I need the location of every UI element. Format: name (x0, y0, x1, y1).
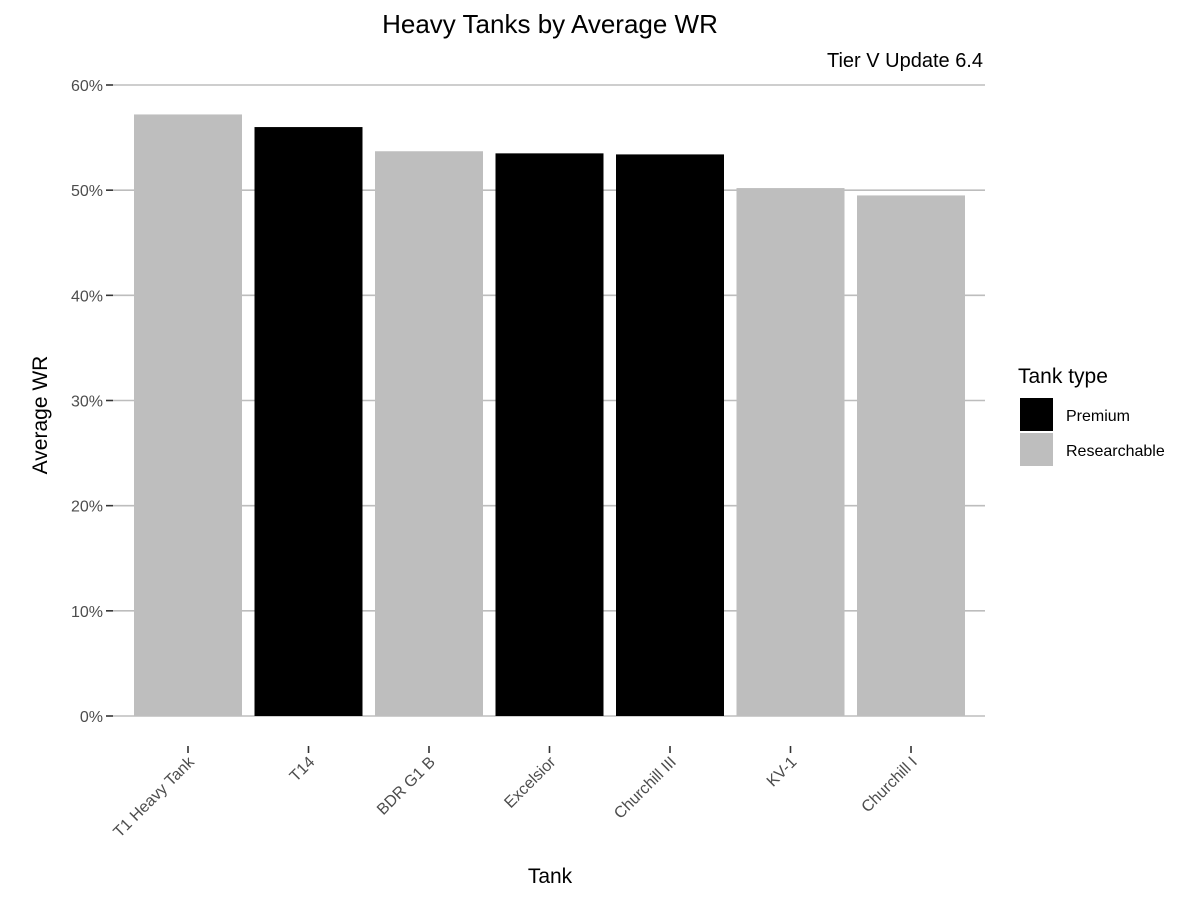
y-tick-label: 50% (71, 183, 103, 200)
x-tick-label: Churchill III (611, 754, 680, 823)
y-tick-label: 30% (71, 394, 103, 411)
x-tick-label: KV-1 (764, 754, 801, 791)
x-tick-label: BDR G1 B (374, 754, 439, 819)
bar-churchill-i (857, 195, 965, 717)
y-tick-label: 40% (71, 288, 103, 305)
legend-title: Tank type (1018, 365, 1108, 388)
x-axis: T1 Heavy Tank T14 BDR G1 B Excelsior Churchi… (111, 746, 921, 841)
x-tick-label: T1 Heavy Tank (111, 753, 199, 841)
bars (134, 114, 965, 717)
legend-swatch-premium (1020, 398, 1053, 431)
y-tick-label: 0% (80, 709, 103, 726)
y-axis-title: Average WR (29, 356, 52, 475)
bar-t14 (254, 127, 363, 717)
x-axis-title: Tank (528, 865, 573, 888)
y-tick-label: 20% (71, 499, 103, 516)
bar-churchill-iii (616, 154, 724, 716)
x-tick-label: T14 (287, 754, 319, 786)
y-axis: 0% 10% 20% 30% 40% 50% 60% (71, 78, 113, 726)
legend: Tank type Premium Researchable (1018, 365, 1165, 466)
bar-t1-heavy-tank (134, 114, 242, 717)
legend-label-researchable: Researchable (1066, 443, 1165, 460)
bar-excelsior (495, 153, 604, 716)
chart-subtitle: Tier V Update 6.4 (827, 50, 983, 72)
chart-title: Heavy Tanks by Average WR (382, 9, 718, 39)
legend-swatch-researchable (1020, 433, 1053, 466)
x-tick-label: Churchill I (859, 754, 921, 816)
bar-bdr-g1-b (375, 151, 483, 716)
y-tick-label: 10% (71, 604, 103, 621)
legend-label-premium: Premium (1066, 408, 1130, 425)
x-tick-label: Excelsior (501, 753, 559, 811)
y-tick-label: 60% (71, 78, 103, 95)
bar-kv-1 (736, 188, 845, 716)
legend-items: Premium Researchable (1020, 398, 1165, 466)
